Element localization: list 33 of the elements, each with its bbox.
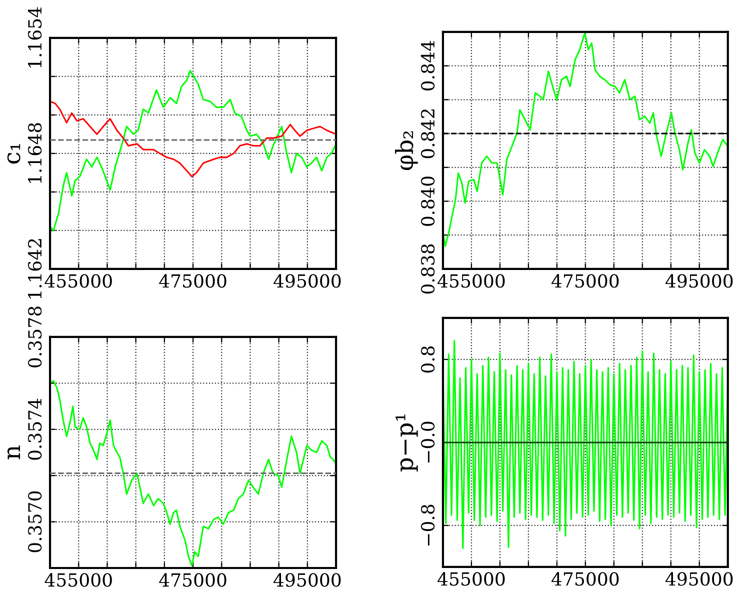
line-series <box>442 340 728 550</box>
line-series <box>50 100 336 178</box>
y-tick-label: 0.840 <box>420 176 435 226</box>
y-axis-title: c₁ <box>7 144 20 164</box>
y-tick-label: 1.1654 <box>28 7 42 68</box>
y-tick-label: 0.842 <box>420 109 435 158</box>
x-tick-label: 475000 <box>159 274 226 288</box>
y-tick-label: 0.844 <box>420 40 435 90</box>
x-tick-label: 495000 <box>665 572 733 586</box>
y-axis-title: φb₂ <box>395 131 418 170</box>
x-tick-label: 475000 <box>159 573 226 587</box>
x-tick-label: 455000 <box>438 572 505 586</box>
y-tick-label: 1.1648 <box>28 123 42 183</box>
y-tick-label: 0.838 <box>420 244 435 294</box>
x-tick-label: 455000 <box>438 274 505 288</box>
x-tick-label: 455000 <box>44 274 112 288</box>
x-tick-label: 495000 <box>665 274 733 288</box>
x-tick-label: 475000 <box>552 572 619 586</box>
x-tick-label: 495000 <box>274 274 341 288</box>
y-tick-label: 0.8 <box>420 346 435 373</box>
y-tick-label: 1.1642 <box>28 239 42 298</box>
line-series <box>50 380 336 566</box>
x-tick-label: 495000 <box>274 573 341 587</box>
y-tick-label: 0.3574 <box>28 398 42 460</box>
y-axis-title: p−p¹ <box>396 414 418 472</box>
y-tick-label: 0.3570 <box>28 491 42 552</box>
y-tick-label: 0.3578 <box>28 306 42 368</box>
x-tick-label: 455000 <box>44 573 112 587</box>
y-tick-label: −0.8 <box>420 504 435 546</box>
line-series <box>50 70 336 232</box>
y-tick-label: −0.0 <box>420 422 435 462</box>
y-axis-title: n <box>7 446 20 460</box>
x-tick-label: 475000 <box>552 274 619 288</box>
